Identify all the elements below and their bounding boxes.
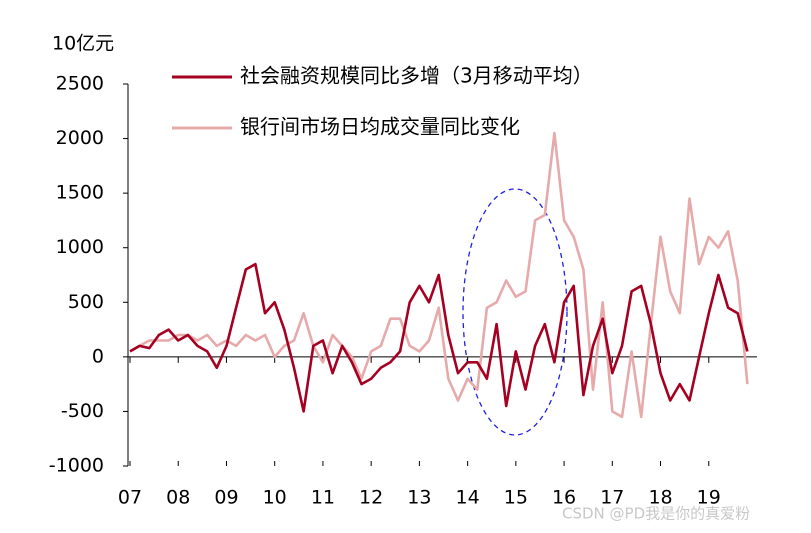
x-tick-label: 10 <box>263 487 287 509</box>
x-tick-label: 12 <box>359 487 383 509</box>
y-tick-label: -500 <box>61 400 104 422</box>
x-tick-label: 07 <box>118 487 142 509</box>
y-tick-label: 2000 <box>56 127 104 149</box>
y-tick-label: 1000 <box>56 236 104 258</box>
y-tick-label: 0 <box>92 345 104 367</box>
x-tick-label: 15 <box>504 487 528 509</box>
watermark: CSDN @PD我是你的真爱粉 <box>562 505 750 523</box>
unit-label: 10亿元 <box>52 33 114 55</box>
y-tick-label: -1000 <box>49 455 104 477</box>
x-tick-label: 16 <box>552 487 576 509</box>
y-tick-label: 1500 <box>56 182 104 204</box>
series-line <box>129 262 749 413</box>
y-tick-label: 2500 <box>56 73 104 95</box>
x-tick-label: 18 <box>648 487 672 509</box>
legend-label: 社会融资规模同比多增（3月移动平均） <box>240 64 593 88</box>
x-tick-label: 13 <box>407 487 431 509</box>
x-tick-label: 14 <box>456 487 480 509</box>
x-tick-label: 09 <box>214 487 238 509</box>
x-tick-label: 19 <box>697 487 721 509</box>
x-tick-label: 08 <box>166 487 190 509</box>
y-tick-label: 500 <box>68 291 104 313</box>
x-tick-label: 11 <box>311 487 335 509</box>
highlight-ellipse <box>462 188 568 436</box>
x-tick-label: 17 <box>600 487 624 509</box>
series-line <box>129 131 749 419</box>
legend-label: 银行间市场日均成交量同比变化 <box>240 115 520 139</box>
